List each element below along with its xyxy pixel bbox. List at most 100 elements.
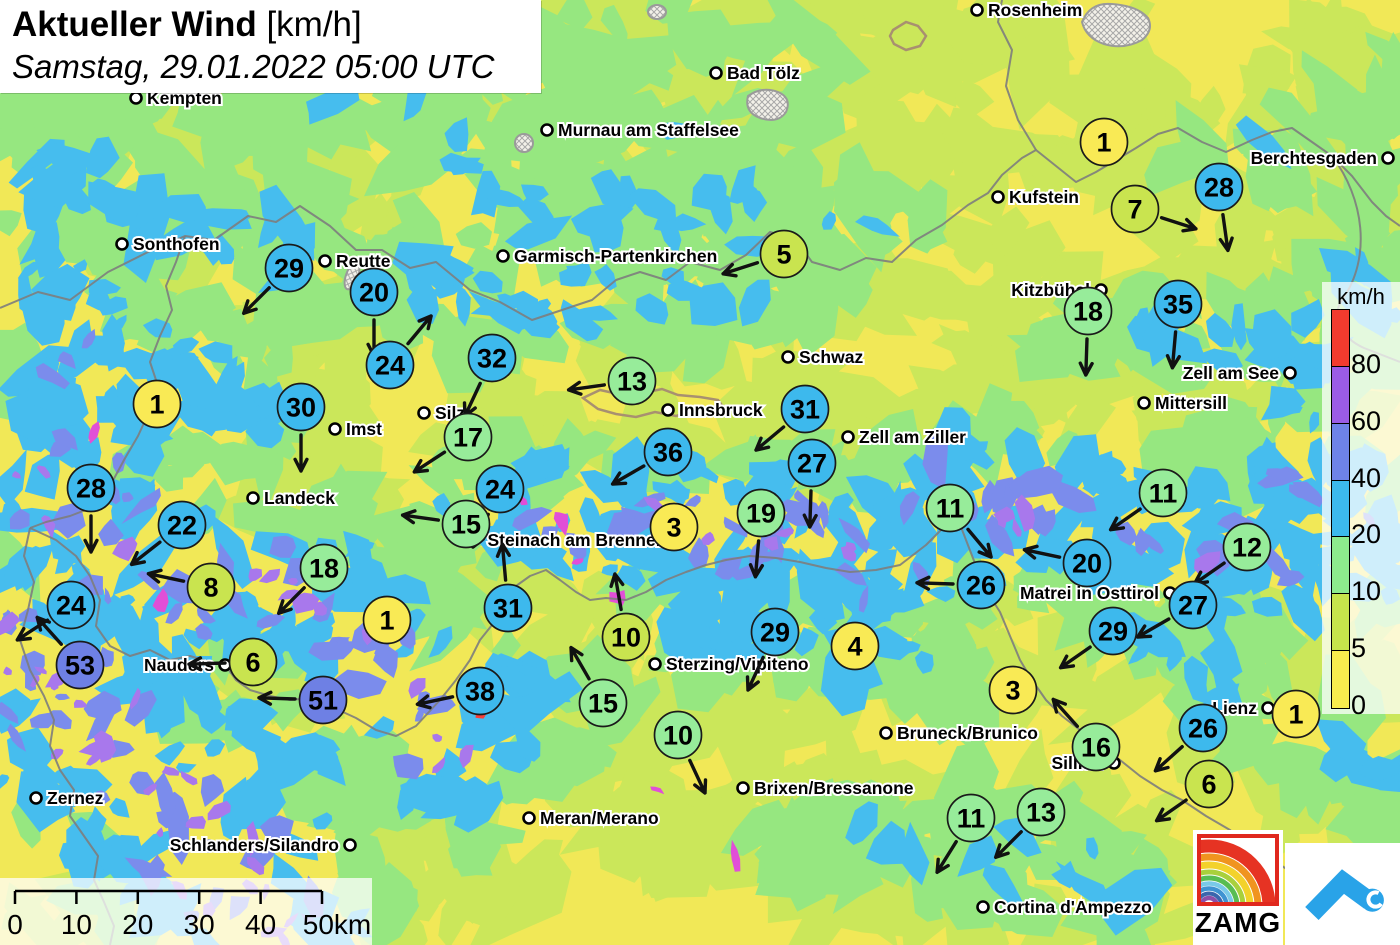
- wind-direction-arrow: [242, 286, 271, 315]
- wind-speed-circle: [956, 560, 1006, 610]
- wind-station: 13: [994, 787, 1066, 859]
- wind-direction-arrow: [1153, 745, 1184, 773]
- city-label: Bruneck/Brunico: [897, 723, 1038, 743]
- city-dot: [841, 430, 855, 444]
- wind-speed-value: 6: [1201, 770, 1216, 800]
- city-dot: [318, 254, 332, 268]
- city-marker: Berchtesgaden: [1249, 146, 1395, 170]
- city-dot: [648, 657, 662, 671]
- wind-station: 31: [483, 542, 533, 633]
- wind-direction-arrow: [935, 840, 958, 874]
- wind-direction-arrow: [566, 380, 606, 396]
- wind-direction-arrow: [745, 655, 765, 692]
- city-marker: Zell am See: [1181, 361, 1297, 385]
- wind-direction-arrow: [609, 572, 625, 612]
- wind-speed-circle: [443, 412, 493, 462]
- wind-speed-value: 24: [56, 591, 86, 621]
- wind-speed-value: 28: [76, 474, 106, 504]
- legend-color-bar: [1331, 309, 1350, 709]
- partner-logo: [1285, 843, 1400, 945]
- wind-station: 16: [1051, 697, 1121, 772]
- city-marker: Steinach am Brenner: [485, 528, 664, 552]
- wind-direction-arrow: [1165, 330, 1181, 370]
- wind-speed-circle: [1222, 522, 1272, 572]
- legend-segment: [1332, 423, 1349, 481]
- wind-direction-arrow: [1051, 697, 1079, 728]
- wind-speed-value: 13: [617, 367, 647, 397]
- city-dot: [129, 91, 143, 105]
- wind-direction-arrow: [1135, 617, 1171, 639]
- wind-speed-value: 31: [790, 395, 820, 425]
- wind-speed-value: 17: [453, 423, 483, 453]
- wind-direction-arrow: [406, 314, 433, 346]
- wind-speed-value: 31: [493, 594, 523, 624]
- wind-speed-value: 29: [760, 618, 790, 648]
- wind-speed-value: 10: [611, 623, 641, 653]
- wind-station: 15: [569, 645, 628, 728]
- wind-station: 3: [988, 665, 1038, 715]
- wind-direction-arrow: [994, 830, 1023, 859]
- wind-speed-circle: [157, 500, 207, 550]
- wind-direction-arrow: [1058, 645, 1092, 670]
- wind-speed-circle: [1153, 279, 1203, 329]
- scale-label: 10: [61, 909, 92, 940]
- city-label: Zell am See: [1183, 363, 1280, 383]
- wind-speed-circle: [483, 583, 533, 633]
- city-label: Meran/Merano: [540, 808, 659, 828]
- wind-speed-circle: [1110, 184, 1160, 234]
- wind-direction-arrow: [129, 540, 162, 567]
- wind-direction-arrow: [1022, 544, 1062, 560]
- wind-station: 24: [15, 580, 96, 642]
- wind-speed-circle: [475, 464, 525, 514]
- city-dot: [661, 403, 675, 417]
- wind-station: 11: [925, 483, 993, 559]
- legend-tick: 60: [1351, 405, 1382, 436]
- city-label: Bad Tölz: [727, 63, 800, 83]
- wind-speed-circle: [362, 595, 412, 645]
- wind-station: 20: [1022, 538, 1112, 588]
- wind-speed-value: 16: [1081, 733, 1111, 763]
- city-marker: Garmisch-Partenkirchen: [496, 244, 719, 268]
- wind-direction-arrow: [754, 425, 786, 452]
- city-marker: Mittersill: [1137, 391, 1229, 415]
- wind-speed-circle: [299, 543, 349, 593]
- city-marker: Kufstein: [991, 185, 1081, 209]
- city-dot: [1137, 396, 1151, 410]
- legend-segment: [1332, 310, 1349, 367]
- city-dot: [1381, 151, 1395, 165]
- wind-station: 6: [187, 637, 278, 687]
- wind-direction-arrow: [1218, 213, 1234, 253]
- wind-speed-circle: [365, 340, 415, 390]
- wind-speed-circle: [455, 666, 505, 716]
- wind-speed-circle: [925, 483, 975, 533]
- map-scale-bar: 0 10 20 30 40 50km: [0, 878, 372, 945]
- wind-speed-circle: [66, 463, 116, 513]
- wind-direction-arrow: [966, 527, 993, 559]
- legend-segment: [1332, 480, 1349, 538]
- city-label: Mittersill: [1155, 393, 1227, 413]
- wind-station: 28: [66, 463, 116, 554]
- wind-speed-circle: [228, 637, 278, 687]
- wind-speed-value: 4: [847, 632, 862, 662]
- city-dot: [970, 3, 984, 17]
- city-label: Cortina d'Ampezzo: [994, 897, 1152, 917]
- city-label: Sonthofen: [133, 234, 220, 254]
- wind-speed-value: 27: [797, 449, 827, 479]
- wind-speed-circle: [467, 333, 517, 383]
- wind-direction-arrow: [1159, 216, 1198, 233]
- wind-speed-value: 26: [966, 571, 996, 601]
- page-title: Aktueller Wind [km/h]: [12, 4, 529, 47]
- wind-speed-circle: [1062, 538, 1112, 588]
- scale-bar-ruler: 0 10 20 30 40 50km: [7, 889, 371, 940]
- wind-speed-circle: [830, 621, 880, 671]
- wind-station: 10: [653, 710, 708, 795]
- city-marker: Matrei in Osttirol: [1018, 581, 1177, 605]
- wind-speed-value: 11: [936, 494, 965, 524]
- wind-direction-arrow: [400, 509, 440, 525]
- city-marker: Meran/Merano: [522, 806, 661, 830]
- wind-speed-circle: [653, 710, 703, 760]
- wind-station: 29: [242, 243, 314, 315]
- wind-speed-circle: [1178, 703, 1228, 753]
- wind-station: 28: [1194, 162, 1244, 253]
